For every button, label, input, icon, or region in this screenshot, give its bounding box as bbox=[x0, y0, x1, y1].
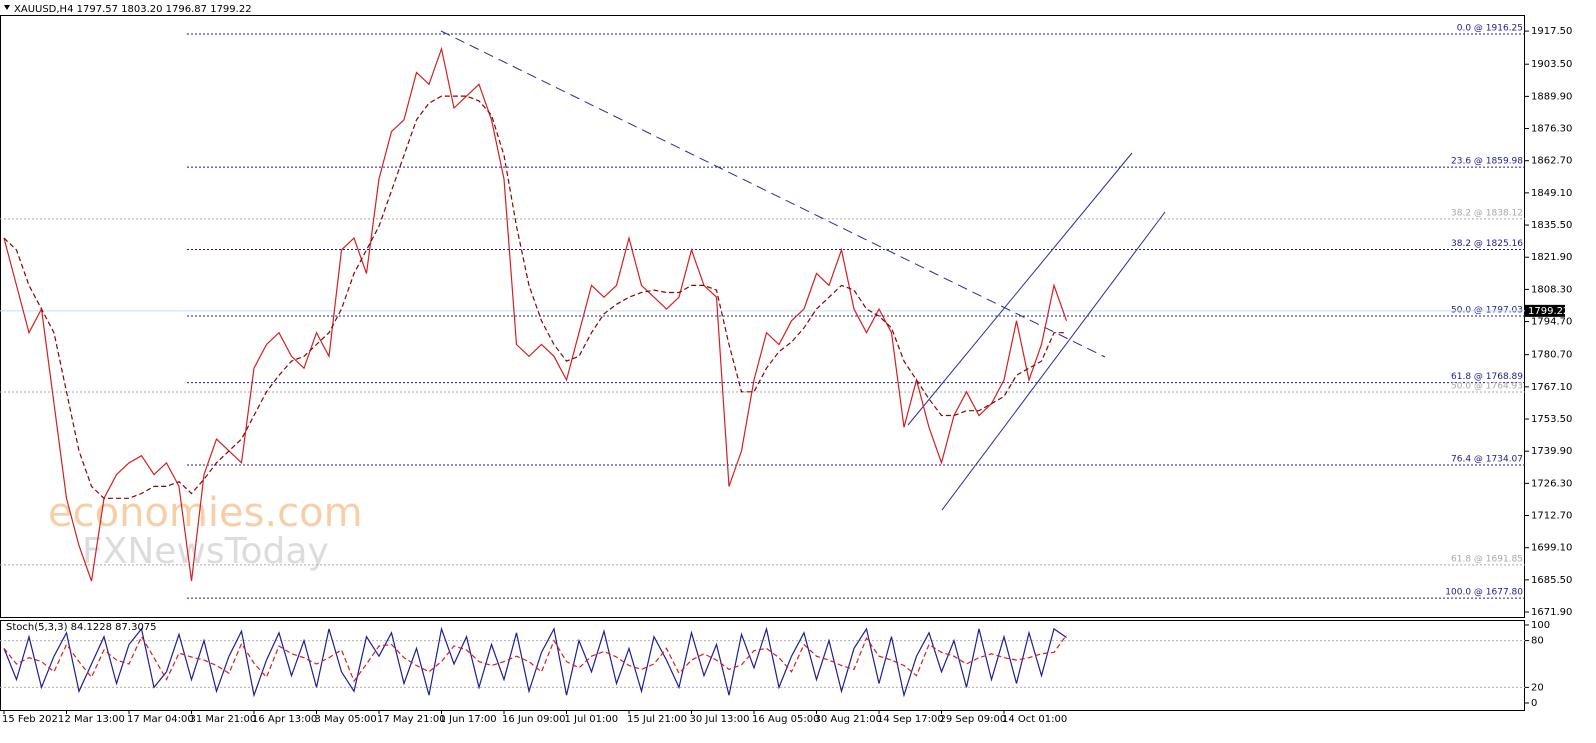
x-tick-label: 3 May 05:00 bbox=[315, 714, 377, 725]
menu-triangle bbox=[4, 5, 10, 10]
stoch-title: Stoch(5,3,3) 84.1228 87.3075 bbox=[6, 622, 157, 633]
y-tick-label: 1917.50 bbox=[1531, 26, 1572, 37]
plot bbox=[3, 46, 1068, 698]
fib-label: 38.2 @ 1838.12 bbox=[1451, 208, 1523, 218]
y-tick-label: 1889.90 bbox=[1531, 91, 1572, 102]
y-tick-label: 1699.10 bbox=[1531, 543, 1572, 554]
x-tick-label: 15 Jul 21:00 bbox=[627, 714, 687, 725]
x-tick-label: 15 Feb 2021 bbox=[2, 714, 64, 725]
stoch-frame bbox=[0, 620, 1525, 711]
y-tick-label: 1794.70 bbox=[1531, 317, 1572, 328]
fib-label: 61.8 @ 1768.89 bbox=[1451, 372, 1523, 382]
y-tick-label: 0 bbox=[1531, 698, 1537, 709]
fib-label: 61.8 @ 1691.85 bbox=[1451, 554, 1523, 564]
fib-label: 100.0 @ 1677.80 bbox=[1445, 588, 1523, 598]
series-line bbox=[3, 46, 1068, 582]
x-tick-label: 1 Jul 01:00 bbox=[565, 714, 619, 725]
y-tick-label: 1821.90 bbox=[1531, 252, 1572, 263]
y-tick-label: 1739.90 bbox=[1531, 446, 1572, 457]
y-tick-label: 1671.90 bbox=[1531, 607, 1572, 618]
y-tick-label: 20 bbox=[1531, 682, 1544, 693]
x-tick-label: 30 Aug 21:00 bbox=[815, 714, 882, 725]
fib-label: 0.0 @ 1916.25 bbox=[1457, 24, 1523, 34]
series-line bbox=[3, 626, 1067, 698]
x-tick-label: 16 Aug 05:00 bbox=[752, 714, 819, 725]
x-tick-label: 16 Apr 13:00 bbox=[252, 714, 317, 725]
y-tick-label: 1712.70 bbox=[1531, 511, 1572, 522]
y-tick-label: 1849.10 bbox=[1531, 188, 1572, 199]
x-tick-label: 14 Oct 01:00 bbox=[1002, 714, 1067, 725]
fib-label: 76.4 @ 1734.07 bbox=[1451, 454, 1523, 464]
x-tick-label: 29 Sep 09:00 bbox=[940, 714, 1007, 725]
watermark: economies.com bbox=[48, 490, 363, 536]
x-tick-label: 17 Mar 04:00 bbox=[127, 714, 194, 725]
watermark: FXNewsToday bbox=[82, 531, 329, 572]
x-tick-label: 2 Mar 13:00 bbox=[65, 714, 125, 725]
x-tick-label: 17 May 21:00 bbox=[377, 714, 446, 725]
fib-label: 50.0 @ 1764.93 bbox=[1451, 381, 1523, 391]
chart-title: XAUUSD,H4 1797.57 1803.20 1796.87 1799.2… bbox=[14, 4, 252, 15]
price-box bbox=[1525, 304, 1565, 317]
y-tick-label: 1780.70 bbox=[1531, 350, 1572, 361]
x-tick-label: 14 Sep 17:00 bbox=[877, 714, 944, 725]
y-tick-label: 1862.70 bbox=[1531, 156, 1572, 167]
y-tick-label: 1903.50 bbox=[1531, 59, 1572, 70]
y-tick-label: 80 bbox=[1531, 636, 1544, 647]
y-tick-label: 1685.50 bbox=[1531, 575, 1572, 586]
fib-label: 23.6 @ 1859.98 bbox=[1451, 157, 1523, 167]
y-tick-label: 1876.30 bbox=[1531, 124, 1572, 135]
y-tick-label: 1835.50 bbox=[1531, 220, 1572, 231]
price-label: 1799.22 bbox=[1528, 306, 1569, 317]
fib-label: 38.2 @ 1825.16 bbox=[1451, 239, 1523, 249]
channel-line bbox=[941, 211, 1166, 511]
y-tick-label: 1726.30 bbox=[1531, 478, 1572, 489]
dashed-series-line bbox=[3, 634, 1067, 683]
y-tick-label: 1767.10 bbox=[1531, 382, 1572, 393]
levels: 0.0 @ 1916.25 23.6 @ 1859.98 38.2 @ 1838.1… bbox=[0, 24, 1525, 688]
x-tick-label: 31 Mar 21:00 bbox=[190, 714, 257, 725]
y-tick-label: 100 bbox=[1531, 620, 1550, 631]
channel-line bbox=[907, 152, 1133, 426]
x-tick-label: 30 Jul 13:00 bbox=[690, 714, 750, 725]
x-tick-label: 16 Jun 09:00 bbox=[502, 714, 566, 725]
x-tick-label: 1 Jun 17:00 bbox=[440, 714, 497, 725]
trendline bbox=[440, 30, 1106, 358]
y-tick-label: 1808.30 bbox=[1531, 284, 1572, 295]
y-tick-label: 1753.50 bbox=[1531, 414, 1572, 425]
dashed-series-line bbox=[3, 95, 1067, 499]
